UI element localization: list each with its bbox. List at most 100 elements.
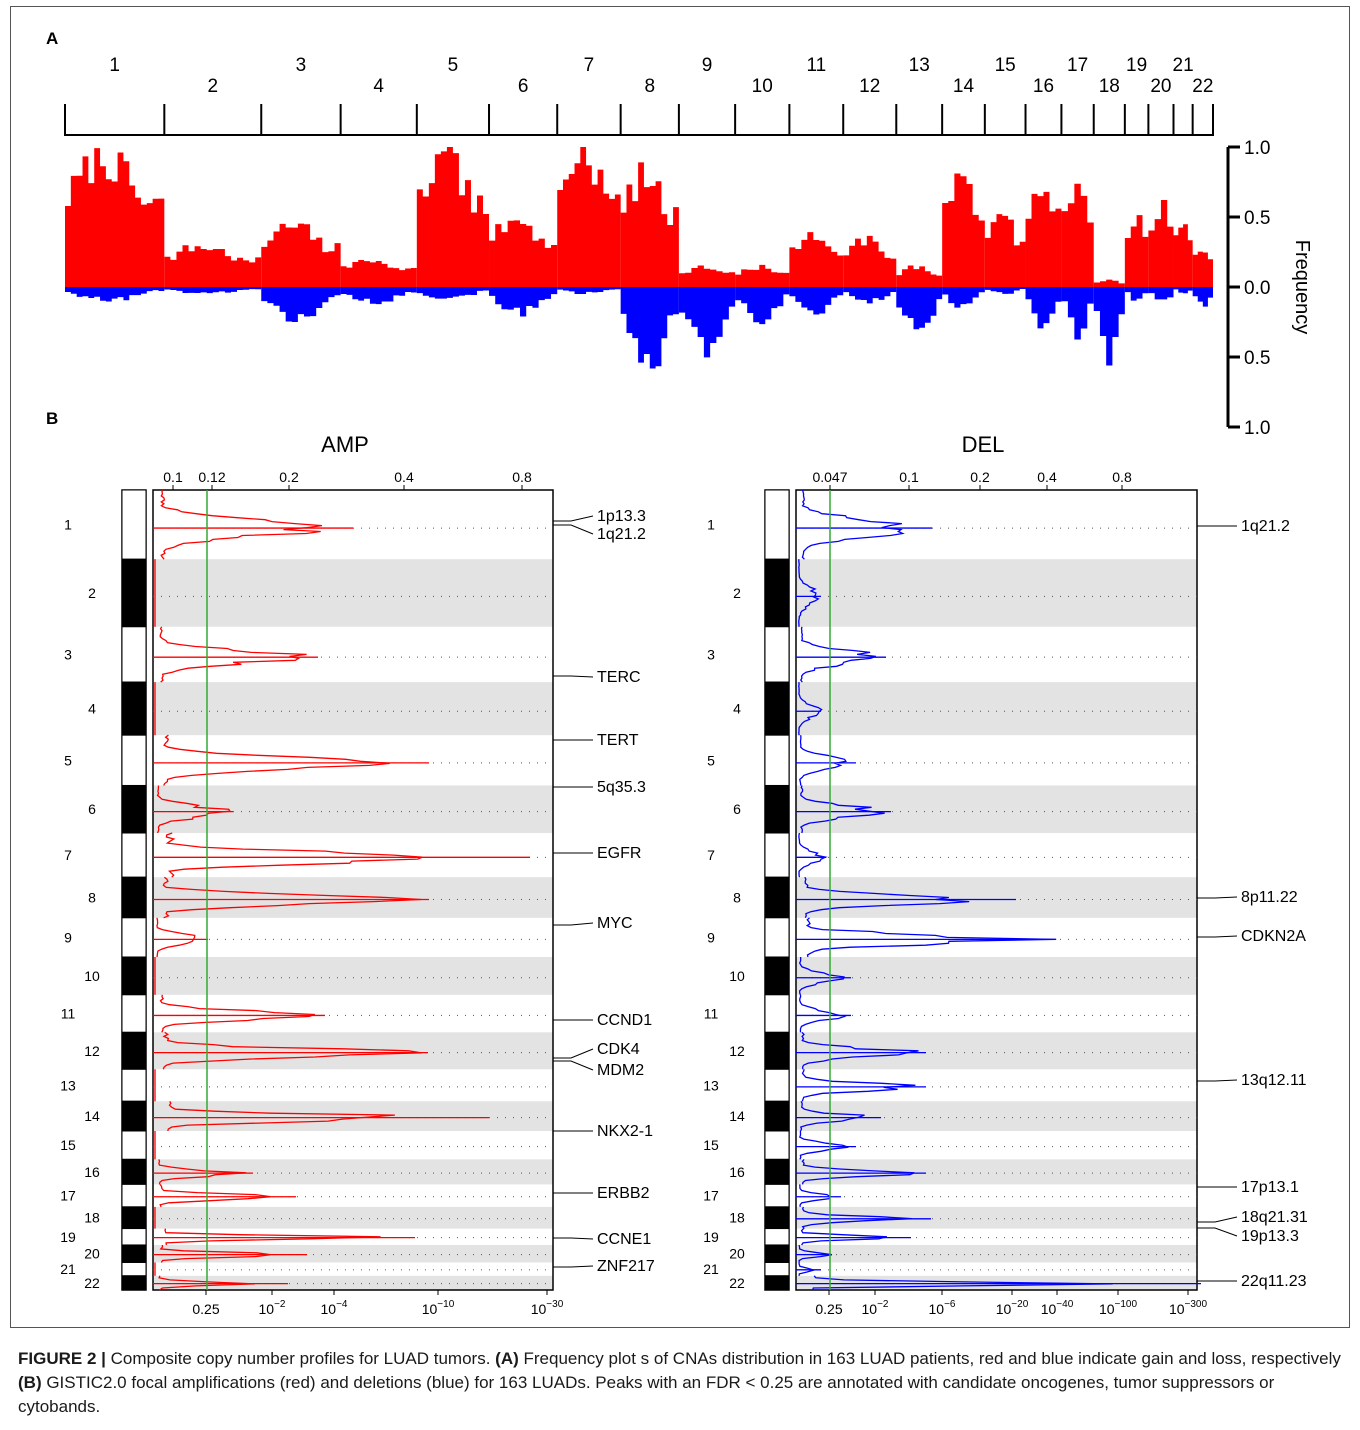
b-chromosome-label-13: 13 xyxy=(60,1077,76,1093)
loss-bar-chr18 xyxy=(1093,287,1125,366)
chromosome-label-9: 9 xyxy=(702,55,713,76)
del-bottom-tick-exponent: −100 xyxy=(1115,1299,1138,1310)
ideogram-band-17 xyxy=(121,1183,147,1208)
gain-bar-chr21 xyxy=(1173,224,1193,287)
gain-bar-chr7 xyxy=(557,147,621,287)
del-signal-chr20 xyxy=(798,1244,833,1263)
b-chromosome-label-6: 6 xyxy=(88,801,96,817)
del-peak-label: 19p13.3 xyxy=(1241,1228,1299,1245)
loss-bar-chr6 xyxy=(489,287,558,317)
amp-signal-chr9 xyxy=(156,917,196,958)
amp-peak-leader xyxy=(553,1237,594,1240)
b-chromosome-label-15: 15 xyxy=(60,1137,76,1153)
b-chromosome-label-11: 11 xyxy=(704,1006,719,1022)
gain-bar-chr4 xyxy=(340,259,417,287)
ideogram-band-15 xyxy=(764,1130,790,1160)
figure-caption: FIGURE 2 | Composite copy number profile… xyxy=(18,1347,1348,1419)
amp-signal-chr16 xyxy=(158,1159,247,1185)
amp-shade-band xyxy=(153,785,553,834)
gain-bar-chr12 xyxy=(843,235,897,287)
frequency-tick-label: 0.5 xyxy=(1244,208,1270,229)
gain-bar-chr14 xyxy=(942,173,985,287)
chromosome-label-12: 12 xyxy=(859,76,880,97)
b-chromosome-label-3: 3 xyxy=(64,646,72,662)
ideogram-band-20 xyxy=(121,1244,147,1263)
b-chromosome-label-9: 9 xyxy=(64,929,72,945)
gain-bar-chr5 xyxy=(416,147,490,287)
ideogram-band-12 xyxy=(764,1031,790,1070)
ideogram-band-22 xyxy=(764,1275,790,1291)
amp-peak-leader xyxy=(553,1060,594,1071)
del-bottom-tick-label: 10−20 xyxy=(996,1299,1029,1317)
ideogram-band-9 xyxy=(121,917,147,958)
ideogram-band-7 xyxy=(121,832,147,878)
chromosome-label-1: 1 xyxy=(109,55,120,76)
del-peak-leader xyxy=(1197,935,1238,938)
ideogram-band-4 xyxy=(764,681,790,736)
amp-peak-label: CCNE1 xyxy=(597,1231,651,1248)
del-bottom-tick-label: 10−6 xyxy=(929,1299,956,1317)
amp-signal-chr11 xyxy=(159,994,316,1033)
del-bottom-tick-label: 10−40 xyxy=(1041,1299,1074,1317)
chromosome-label-21: 21 xyxy=(1173,55,1194,76)
ideogram-band-20 xyxy=(764,1244,790,1263)
del-bottom-tick-exponent: −2 xyxy=(877,1299,889,1310)
gain-bar-chr22 xyxy=(1192,251,1213,287)
amp-shade-band xyxy=(153,1275,553,1290)
amp-shade-band xyxy=(153,1206,553,1229)
amp-peak-label: ZNF217 xyxy=(597,1258,655,1275)
b-chromosome-label-22: 22 xyxy=(729,1275,745,1291)
amp-peak-leader xyxy=(553,524,594,535)
amp-peak-leader xyxy=(553,1048,594,1059)
amp-bottom-tick-label: 0.25 xyxy=(192,1301,219,1317)
amp-shade-band xyxy=(153,1032,553,1070)
panel-b-chart: B12345678910111213141516171819202122AMP0… xyxy=(46,409,1308,1317)
loss-bar-chr14 xyxy=(942,287,985,308)
amp-top-tick-label: 0.8 xyxy=(512,469,532,485)
amp-plot-frame xyxy=(152,489,554,1291)
del-bottom-tick-label: 0.25 xyxy=(815,1301,842,1317)
del-signal-chr5 xyxy=(799,735,848,786)
amp-bottom-tick-exponent: −30 xyxy=(546,1299,563,1310)
del-shade-band xyxy=(796,1244,1197,1263)
del-bottom-tick-exponent: −300 xyxy=(1185,1299,1208,1310)
gain-bar-chr9 xyxy=(678,265,736,287)
del-peak-leader xyxy=(1197,1227,1238,1237)
del-shade-band xyxy=(796,877,1197,918)
del-signal-chr13 xyxy=(801,1069,916,1102)
frequency-tick-label: 1.0 xyxy=(1244,418,1270,439)
loss-bar-chr7 xyxy=(557,287,621,295)
ideogram-band-5 xyxy=(764,734,790,786)
amp-peak-label: 5q35.3 xyxy=(597,779,646,796)
b-chromosome-label-19: 19 xyxy=(703,1229,719,1245)
del-top-tick-label: 0.4 xyxy=(1037,469,1057,485)
del-shade-band xyxy=(796,785,1197,834)
caption-figure-label: FIGURE 2 | xyxy=(18,1349,106,1368)
del-peak-label: CDKN2A xyxy=(1241,928,1306,945)
loss-bar-chr15 xyxy=(984,287,1026,294)
amp-peak-label: NKX2-1 xyxy=(597,1123,653,1140)
amp-shade-band xyxy=(153,559,553,627)
b-chromosome-label-22: 22 xyxy=(84,1275,100,1291)
b-chromosome-label-7: 7 xyxy=(707,847,715,863)
gain-bar-chr8 xyxy=(620,162,679,287)
ideogram-band-6 xyxy=(764,784,790,834)
amp-signal-chr7 xyxy=(165,832,423,878)
b-chromosome-label-4: 4 xyxy=(733,701,741,717)
b-chromosome-label-9: 9 xyxy=(707,929,715,945)
ideogram-band-14 xyxy=(764,1100,790,1132)
b-chromosome-label-5: 5 xyxy=(64,752,72,768)
ideogram-band-2 xyxy=(121,558,147,628)
loss-bar-chr17 xyxy=(1061,287,1094,340)
loss-bar-chr4 xyxy=(340,287,417,305)
gain-bar-chr6 xyxy=(489,220,558,287)
ideogram-band-1 xyxy=(121,489,147,560)
amp-signal-chr14 xyxy=(167,1100,395,1132)
ideogram-band-19 xyxy=(764,1228,790,1246)
del-peak-label: 1q21.2 xyxy=(1241,518,1290,535)
loss-bar-chr3 xyxy=(261,287,341,323)
ideogram-band-22 xyxy=(121,1275,147,1291)
ideogram-band-1 xyxy=(764,489,790,560)
amp-signal-chr19 xyxy=(164,1228,381,1246)
del-signal-chr4 xyxy=(798,681,823,736)
